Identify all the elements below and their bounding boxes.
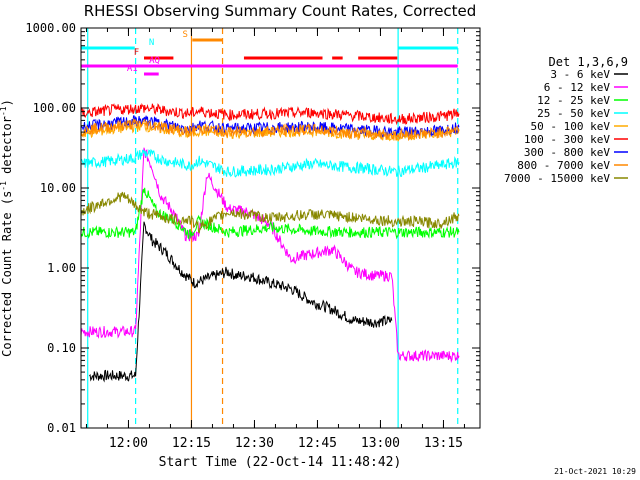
y-tick-label-4: 100.00 [33, 101, 76, 115]
legend-title: Det 1,3,6,9 [549, 55, 628, 69]
y-tick-label-0: 0.01 [47, 421, 76, 435]
series-line-7 [80, 117, 460, 142]
x-tick-label-2: 12:30 [235, 436, 274, 451]
x-tick-label-5: 13:15 [424, 436, 463, 451]
legend-label-7: 800 - 7000 keV [517, 159, 610, 172]
legend-label-5: 100 - 300 keV [524, 133, 610, 146]
y-axis-label: Corrected Count Rate (s-1 detector-1) [0, 99, 14, 357]
legend-label-4: 50 - 100 keV [531, 120, 611, 133]
x-tick-label-1: 12:15 [172, 436, 211, 451]
x-tick-label-0: 12:00 [109, 436, 148, 451]
legend-label-6: 300 - 800 keV [524, 146, 610, 159]
x-tick-label-4: 13:00 [361, 436, 400, 451]
legend-label-2: 12 - 25 keV [537, 94, 610, 107]
x-axis-label: Start Time (22-Oct-14 11:48:42) [159, 455, 402, 470]
flag-label-0: N [149, 38, 154, 48]
axes: 0.01 0.10 1.00 10.00 100.00 1000.00 12:00 12:15… [25, 21, 480, 451]
flag-label-1: S [182, 30, 187, 40]
x-tick-label-3: 12:45 [298, 436, 337, 451]
flag-label-2: F [134, 48, 139, 58]
footer-date: 21-Oct-2021 10:29 [554, 467, 636, 476]
series-line-8 [80, 191, 460, 234]
y-tick-label-1: 0.10 [47, 341, 76, 355]
chart-title: RHESSI Observing Summary Count Rates, Co… [84, 2, 477, 20]
series-line-3 [80, 148, 460, 178]
legend-label-3: 25 - 50 keV [537, 107, 610, 120]
y-tick-label-5: 1000.00 [25, 21, 76, 35]
flag-label-4: A1 [127, 64, 138, 74]
flag-label-3: AQ [149, 56, 160, 66]
series-line-5 [80, 102, 460, 126]
legend-label-8: 7000 - 15000 keV [504, 172, 610, 185]
series-line-2 [80, 187, 460, 240]
legend-label-0: 3 - 6 keV [550, 68, 610, 81]
legend-label-1: 6 - 12 keV [544, 81, 611, 94]
plot-area: N S F AQ A1 [80, 28, 460, 428]
y-tick-label-3: 10.00 [40, 181, 76, 195]
series-line-0 [89, 221, 393, 383]
plot-frame [80, 27, 481, 429]
y-tick-label-2: 1.00 [47, 261, 76, 275]
